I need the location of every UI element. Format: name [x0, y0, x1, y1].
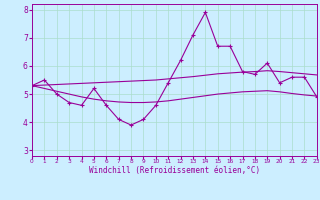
X-axis label: Windchill (Refroidissement éolien,°C): Windchill (Refroidissement éolien,°C): [89, 166, 260, 175]
